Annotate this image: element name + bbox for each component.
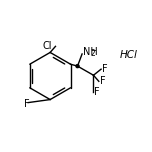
- Text: HCl: HCl: [119, 50, 137, 60]
- Text: F: F: [24, 99, 29, 109]
- Circle shape: [76, 65, 79, 68]
- Text: F: F: [102, 64, 107, 74]
- Text: 2: 2: [90, 49, 95, 58]
- Text: F: F: [100, 76, 105, 86]
- Text: F: F: [94, 87, 100, 97]
- Text: Cl: Cl: [43, 41, 52, 51]
- Text: NH: NH: [83, 47, 98, 57]
